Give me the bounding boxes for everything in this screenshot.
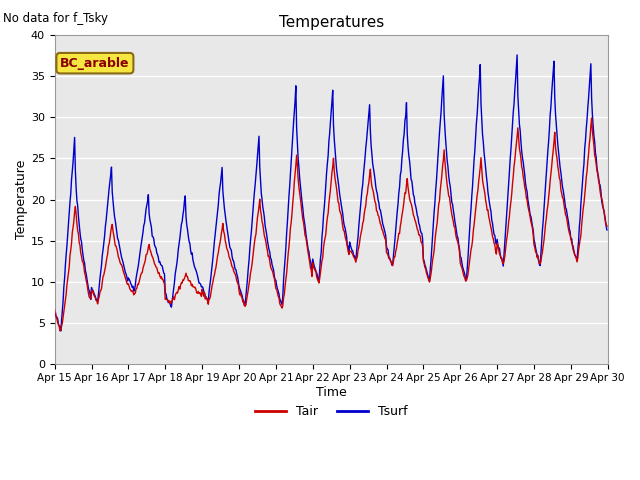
Tair [588, 115, 595, 121]
Tsurf [118, 257, 126, 263]
Tsurf [57, 328, 65, 334]
Tair [51, 307, 58, 313]
Line: Tsurf: Tsurf [54, 55, 607, 331]
Tair [603, 224, 611, 229]
Tair [175, 287, 182, 293]
Line: Tair: Tair [54, 118, 607, 331]
Tsurf [175, 247, 182, 252]
Tsurf [603, 227, 611, 233]
Tair [118, 264, 126, 270]
Tair [204, 298, 211, 303]
Tair [61, 296, 69, 302]
Title: Temperatures: Temperatures [278, 15, 384, 30]
Tsurf [51, 308, 58, 313]
Legend: Tair, Tsurf: Tair, Tsurf [250, 400, 413, 423]
Tsurf [399, 148, 406, 154]
Tair [399, 208, 406, 214]
Y-axis label: Temperature: Temperature [15, 160, 28, 239]
Tair [56, 328, 64, 334]
Text: BC_arable: BC_arable [60, 57, 130, 70]
X-axis label: Time: Time [316, 386, 347, 399]
Tsurf [204, 298, 211, 303]
Text: No data for f_Tsky: No data for f_Tsky [3, 12, 108, 25]
Tsurf [513, 52, 521, 58]
Tsurf [415, 220, 422, 226]
Tair [415, 232, 422, 238]
Tsurf [61, 263, 69, 268]
